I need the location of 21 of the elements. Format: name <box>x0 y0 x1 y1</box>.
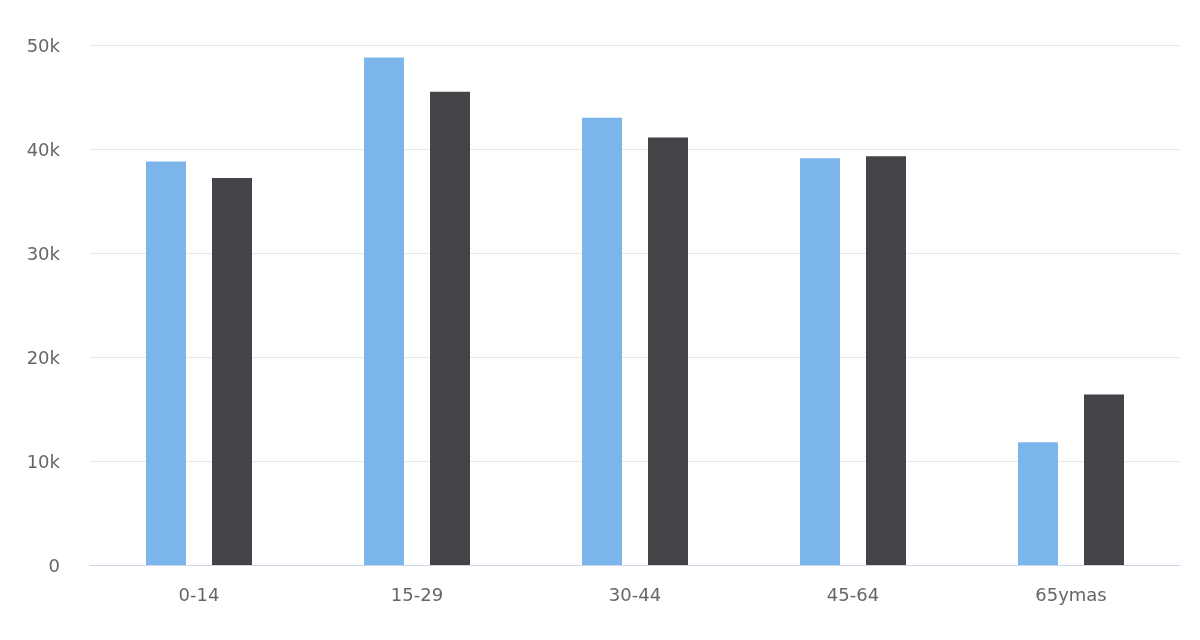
bar <box>146 161 186 565</box>
y-tick-label: 40k <box>26 138 61 160</box>
bar <box>800 158 840 565</box>
y-tick-label: 10k <box>26 450 61 472</box>
bar <box>1084 394 1124 565</box>
bar <box>430 91 470 565</box>
y-tick-label: 50k <box>26 34 61 56</box>
bar <box>364 57 404 565</box>
bar <box>648 137 688 565</box>
bar <box>212 178 252 565</box>
bar <box>582 117 622 565</box>
bar <box>1018 442 1058 565</box>
x-tick-label: 65ymas <box>1035 583 1107 605</box>
y-tick-label: 30k <box>26 242 61 264</box>
x-tick-label: 30-44 <box>608 583 662 605</box>
x-tick-label: 0-14 <box>178 583 220 605</box>
x-tick-label: 15-29 <box>390 583 444 605</box>
x-tick-label: 45-64 <box>826 583 880 605</box>
y-tick-label: 0 <box>48 554 60 576</box>
bar <box>866 156 906 565</box>
y-tick-label: 20k <box>26 346 61 368</box>
